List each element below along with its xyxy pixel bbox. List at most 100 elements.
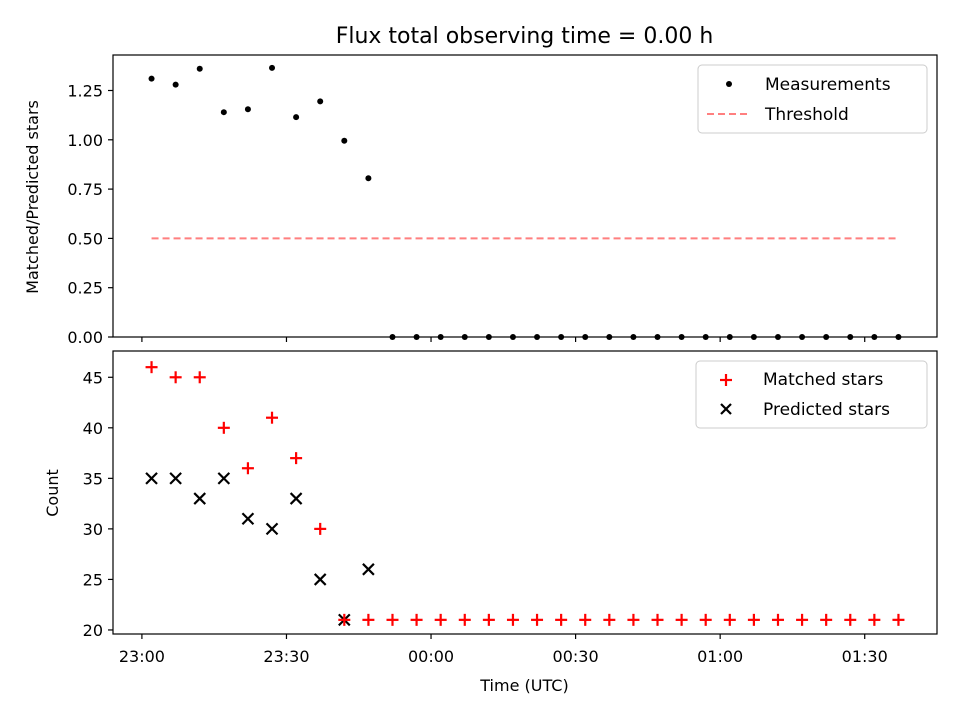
top-y-tick-label: 1.25 [67, 81, 103, 100]
matched-stars-point [771, 613, 784, 626]
matched-stars-point [410, 613, 423, 626]
x-axis-label: Time (UTC) [479, 676, 568, 695]
bottom-x-tick-label: 23:30 [263, 647, 309, 666]
predicted-stroke [193, 492, 207, 505]
matched-stars-point [555, 613, 568, 626]
predicted-stars-point [265, 522, 279, 536]
bottom-legend-box [695, 360, 928, 429]
bottom-axes-frame [112, 350, 938, 635]
predicted-stroke [217, 472, 231, 485]
predicted-stars-point [289, 492, 303, 505]
matched-stars-point [627, 613, 640, 626]
top-axes-frame [112, 54, 938, 338]
bottom-y-tick-label: 35 [83, 469, 103, 488]
matched-stars-point [482, 613, 495, 626]
top-legend-box [697, 64, 928, 134]
matched-stars-point [699, 613, 712, 626]
legend-predicted-marker [720, 403, 732, 415]
bottom-plot-area [145, 361, 905, 627]
predicted-stroke [241, 512, 255, 526]
predicted-stroke [362, 563, 375, 576]
predicted-stars-point [313, 573, 327, 586]
bottom-x-axis: 23:00 23:30 00:00 00:30 01:00 01:30 [119, 634, 888, 666]
matched-stars-point [868, 613, 881, 626]
matched-stars-point [579, 613, 592, 626]
top-panel: Flux total observing time = 0.00 h 0.000… [23, 24, 938, 347]
bottom-y-axis-label: Count [43, 469, 62, 517]
legend-predicted-label: Predicted stars [763, 400, 890, 420]
matched-stars-point [531, 613, 544, 626]
bottom-y-tick-label: 40 [83, 419, 103, 438]
matched-stars-point [266, 411, 279, 424]
top-y-axis-label: Matched/Predicted stars [23, 100, 42, 294]
bottom-x-tick-label: 00:30 [553, 647, 599, 666]
measurement-point [365, 175, 372, 182]
matched-stars-point [603, 613, 616, 626]
matched-stars-point [290, 452, 303, 465]
bottom-x-tick-label: 01:00 [697, 647, 743, 666]
matched-stars-point [314, 522, 327, 535]
bottom-legend: Matched stars Predicted stars [695, 360, 928, 429]
top-x-axis [141, 337, 866, 342]
bottom-y-tick-label: 25 [83, 570, 103, 589]
matched-stars-point [892, 613, 905, 626]
measurement-point [341, 137, 348, 144]
matched-stars-point [458, 613, 471, 626]
bottom-y-tick-label: 45 [83, 368, 103, 387]
matched-stars-point [506, 613, 519, 626]
predicted-stars-point [145, 472, 158, 485]
legend-matched-marker [720, 374, 732, 386]
matched-stars-point [217, 421, 230, 434]
bottom-x-tick-label: 23:00 [119, 647, 165, 666]
matched-stars-point [434, 613, 447, 626]
top-legend: Measurements Threshold [697, 64, 928, 134]
matched-stars-point [362, 613, 375, 626]
top-y-axis: 0.00 0.25 0.50 0.75 1.00 1.25 [67, 81, 113, 347]
matched-stars-point [193, 371, 206, 384]
predicted-stars-point [241, 512, 255, 526]
predicted-stars-point [169, 472, 182, 485]
legend-measurements-marker [726, 81, 732, 87]
matched-stars-point [675, 613, 688, 626]
matched-stars-point [145, 361, 158, 374]
measurement-point [293, 114, 300, 121]
matched-stars-point [386, 613, 399, 626]
legend-matched-label: Matched stars [763, 370, 883, 390]
matched-stars-point [651, 613, 664, 626]
matched-stars-point [241, 462, 254, 475]
predicted-stars-point [362, 563, 375, 576]
legend-measurements-label: Measurements [765, 75, 891, 95]
measurement-point [269, 64, 276, 71]
matched-stars-point [820, 613, 833, 626]
measurement-point [172, 81, 179, 88]
matched-stars-point [844, 613, 857, 626]
measurement-point [317, 98, 324, 105]
measurement-point [244, 106, 251, 113]
top-y-tick-label: 0.00 [67, 328, 103, 347]
bottom-x-tick-label: 01:30 [842, 647, 888, 666]
chart-title: Flux total observing time = 0.00 h [336, 24, 714, 49]
predicted-stroke [265, 522, 279, 536]
predicted-stroke [313, 573, 327, 586]
matched-stars-point [338, 613, 351, 626]
predicted-stars-point [217, 472, 231, 485]
predicted-stroke [145, 472, 158, 485]
bottom-panel: 20 25 30 35 40 45 23:00 23:30 00:00 00:30 01:00 01… [43, 350, 938, 695]
measurement-point [220, 109, 227, 116]
top-y-tick-label: 0.25 [67, 279, 103, 298]
measurement-point [196, 65, 203, 72]
predicted-stroke [169, 472, 182, 485]
matched-stars-point [796, 613, 809, 626]
top-y-tick-label: 0.50 [67, 229, 103, 248]
measurement-point [148, 75, 155, 82]
matched-stars-point [747, 613, 760, 626]
legend-threshold-label: Threshold [764, 105, 849, 125]
bottom-y-tick-label: 30 [83, 520, 103, 539]
bottom-y-axis: 20 25 30 35 40 45 [83, 368, 113, 640]
top-y-tick-label: 0.75 [67, 180, 103, 199]
bottom-y-tick-label: 20 [83, 621, 103, 640]
bottom-x-tick-label: 00:00 [408, 647, 454, 666]
matched-stars-point [723, 613, 736, 626]
top-y-tick-label: 1.00 [67, 131, 103, 150]
